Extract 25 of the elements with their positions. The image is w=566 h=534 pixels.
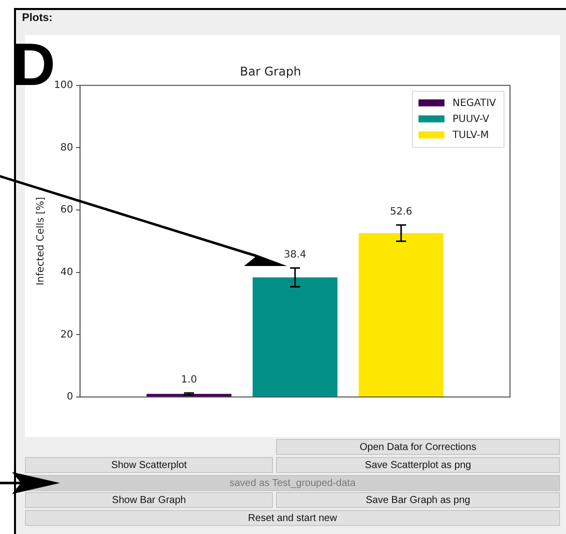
data-label: 1.0 <box>181 374 197 386</box>
data-label: 52.6 <box>390 206 412 218</box>
text: Save Bar Graph as png <box>276 492 560 508</box>
text: saved as Test_grouped-data <box>25 475 560 491</box>
y-tick-label: 20 <box>60 329 74 340</box>
data-label: 38.4 <box>284 250 306 261</box>
legend-label: TULV-M <box>451 130 489 141</box>
text: Show Scatterplot <box>25 457 273 473</box>
text: Save Scatterplot as png <box>276 457 560 473</box>
y-tick-label: 80 <box>60 142 74 154</box>
legend-label: NEGATIV <box>452 98 496 109</box>
bar <box>358 233 444 396</box>
text: Open Data for Corrections <box>276 439 560 455</box>
y-tick-label: 100 <box>54 80 74 91</box>
text: D <box>12 31 56 98</box>
bar <box>252 277 338 396</box>
text: Reset and start new <box>25 510 560 526</box>
text: Show Bar Graph <box>25 492 273 508</box>
y-tick-label: 60 <box>60 204 74 216</box>
y-tick-label: 40 <box>60 266 74 278</box>
y-axis-title: Infected Cells [%] <box>36 196 47 286</box>
y-tick-label: 0 <box>66 392 74 403</box>
chart-title: Bar Graph <box>240 64 302 78</box>
legend-label: PUUV-V <box>452 114 490 125</box>
text: Plots: <box>22 11 54 26</box>
